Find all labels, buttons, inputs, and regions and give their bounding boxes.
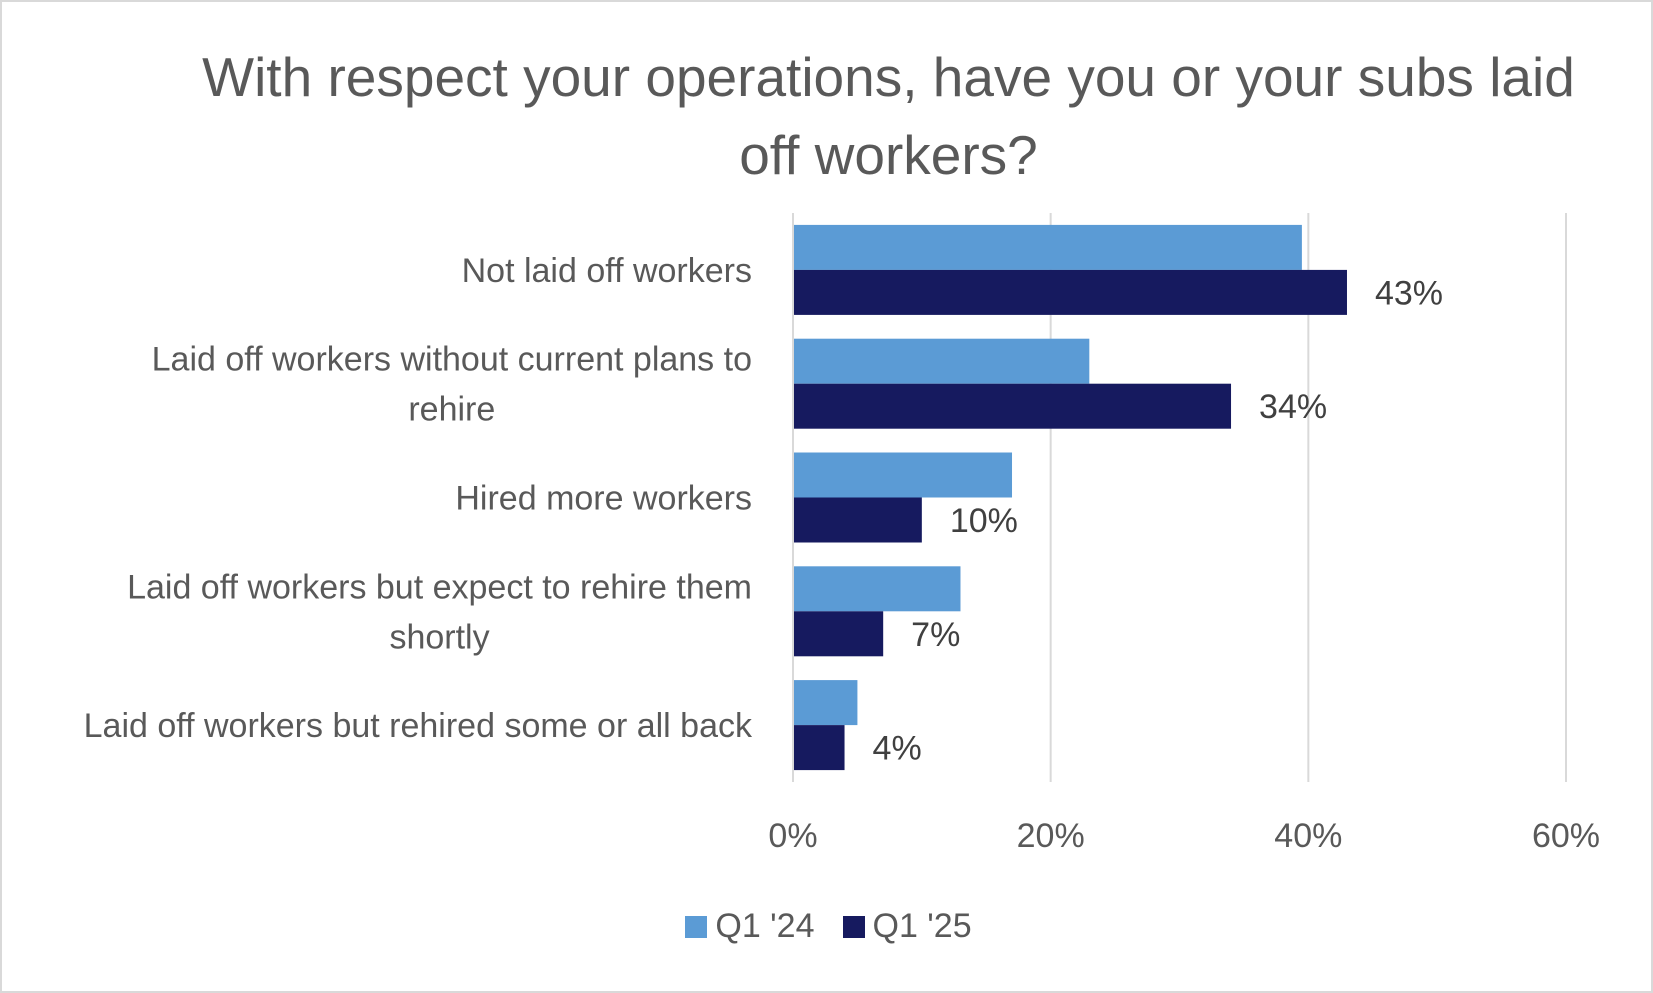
data-label: 4% xyxy=(873,730,922,768)
category-label: Laid off workers without current plans t… xyxy=(152,341,752,379)
data-label: 43% xyxy=(1375,274,1443,312)
bar-q1-25 xyxy=(793,725,845,771)
bar-q1-24 xyxy=(793,338,1090,384)
bar-q1-25 xyxy=(793,497,922,543)
legend-swatch xyxy=(685,915,708,938)
legend-item: Q1 '25 xyxy=(842,907,972,946)
category-label: rehire xyxy=(408,391,495,429)
legend-item: Q1 '24 xyxy=(685,907,815,946)
category-label: Laid off workers but rehired some or all… xyxy=(84,707,753,745)
bar-q1-24 xyxy=(793,566,961,612)
bar-q1-25 xyxy=(793,269,1347,315)
x-tick-label: 60% xyxy=(1532,817,1600,855)
data-label: 34% xyxy=(1259,388,1327,426)
category-label: Laid off workers but expect to rehire th… xyxy=(127,568,752,606)
data-label: 7% xyxy=(911,616,960,654)
bar-q1-25 xyxy=(793,611,884,657)
chart-title: With respect your operations, have you o… xyxy=(202,46,1575,186)
legend-swatch xyxy=(842,915,865,938)
x-tick-label: 40% xyxy=(1274,817,1342,855)
legend-label: Q1 '25 xyxy=(872,907,972,945)
category-label: Hired more workers xyxy=(455,480,752,518)
legend-label: Q1 '24 xyxy=(715,907,815,945)
x-tick-label: 20% xyxy=(1017,817,1085,855)
category-label: shortly xyxy=(389,618,489,656)
bar-q1-24 xyxy=(793,452,1013,498)
category-label: Not laid off workers xyxy=(462,252,752,290)
x-tick-label: 0% xyxy=(768,817,817,855)
data-label: 10% xyxy=(950,502,1018,540)
bar-q1-24 xyxy=(793,224,1302,270)
bar-q1-25 xyxy=(793,383,1232,429)
bar-q1-24 xyxy=(793,680,858,726)
legend: Q1 '24 Q1 '25 xyxy=(2,907,1651,946)
